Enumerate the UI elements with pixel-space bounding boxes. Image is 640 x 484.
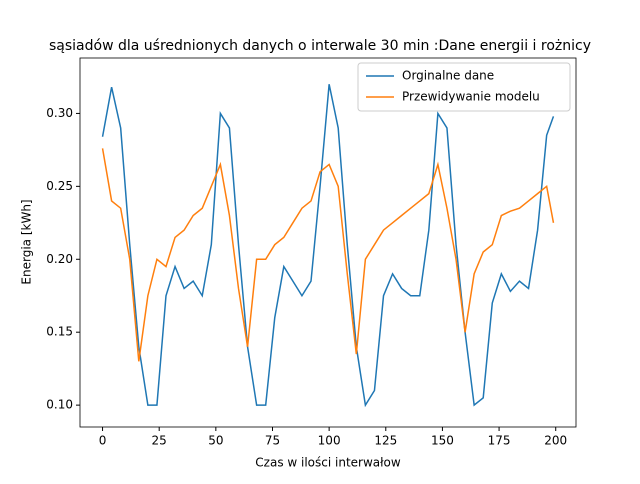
x-tick-label: 50 bbox=[208, 434, 223, 448]
y-tick-label: 0.30 bbox=[46, 106, 73, 120]
x-tick-label: 150 bbox=[431, 434, 454, 448]
x-tick-label: 25 bbox=[152, 434, 167, 448]
series-line bbox=[101, 148, 555, 362]
legend-label: Przewidywanie modelu bbox=[402, 90, 540, 104]
x-tick-label: 100 bbox=[318, 434, 341, 448]
x-tick-label: 175 bbox=[488, 434, 511, 448]
legend-box bbox=[357, 62, 571, 112]
y-axis-label: Energia [kWh] bbox=[20, 199, 34, 284]
x-axis-label: Czas w ilości interwałow bbox=[255, 456, 401, 470]
y-tick-label: 0.15 bbox=[46, 325, 73, 339]
plot-frame bbox=[79, 57, 577, 428]
series-line bbox=[101, 84, 555, 408]
y-tick-label: 0.10 bbox=[46, 398, 73, 412]
chart-title: sąsiadów dla uśrednionych danych o inter… bbox=[49, 38, 591, 54]
x-tick-label: 75 bbox=[265, 434, 280, 448]
x-tick-label: 125 bbox=[374, 434, 397, 448]
y-tick-label: 0.25 bbox=[46, 179, 73, 193]
x-tick-label: 200 bbox=[544, 434, 567, 448]
legend-label: Orginalne dane bbox=[402, 69, 494, 83]
x-tick-label: 0 bbox=[99, 434, 107, 448]
y-tick-label: 0.20 bbox=[46, 252, 73, 266]
